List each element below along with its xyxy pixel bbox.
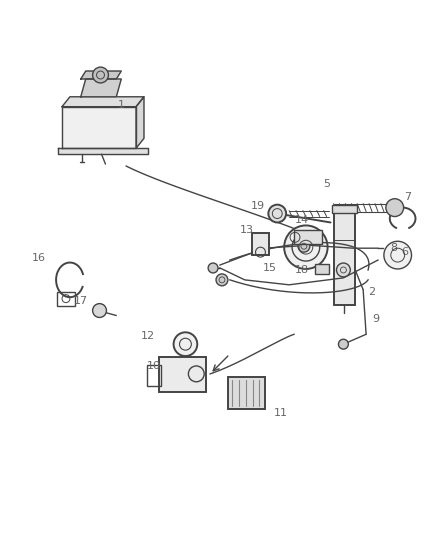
Text: 18: 18 <box>295 265 309 275</box>
Bar <box>332 205 357 213</box>
Text: 1: 1 <box>118 100 125 110</box>
Circle shape <box>208 263 218 273</box>
Text: 14: 14 <box>295 215 309 225</box>
Text: 6: 6 <box>401 247 408 257</box>
Polygon shape <box>62 97 144 107</box>
Polygon shape <box>136 97 144 148</box>
Text: 15: 15 <box>262 263 276 273</box>
Bar <box>315 264 328 274</box>
Text: 11: 11 <box>274 408 288 418</box>
Circle shape <box>336 263 350 277</box>
Text: 17: 17 <box>74 296 88 305</box>
Circle shape <box>384 241 412 269</box>
Polygon shape <box>62 107 136 148</box>
Circle shape <box>339 339 348 349</box>
Bar <box>228 377 265 408</box>
Text: 12: 12 <box>141 332 155 341</box>
Polygon shape <box>81 79 121 97</box>
Circle shape <box>92 304 106 318</box>
Bar <box>333 211 355 304</box>
Circle shape <box>284 225 328 269</box>
Circle shape <box>268 205 286 222</box>
Bar <box>294 230 321 244</box>
Bar <box>57 292 75 305</box>
Text: 13: 13 <box>240 225 254 236</box>
Circle shape <box>216 274 228 286</box>
Text: 16: 16 <box>32 253 46 263</box>
Text: 2: 2 <box>368 287 376 297</box>
Circle shape <box>173 332 197 356</box>
Text: 19: 19 <box>251 200 265 211</box>
Circle shape <box>92 67 109 83</box>
Bar <box>147 365 161 386</box>
Text: 5: 5 <box>323 179 330 189</box>
Text: 8: 8 <box>390 243 397 253</box>
Bar <box>251 233 269 255</box>
Circle shape <box>298 240 310 252</box>
Polygon shape <box>81 71 121 79</box>
Text: 10: 10 <box>147 361 161 371</box>
Polygon shape <box>58 148 148 154</box>
Text: 9: 9 <box>372 314 380 325</box>
Text: 7: 7 <box>404 192 411 201</box>
Bar <box>159 357 206 392</box>
Circle shape <box>386 199 404 216</box>
